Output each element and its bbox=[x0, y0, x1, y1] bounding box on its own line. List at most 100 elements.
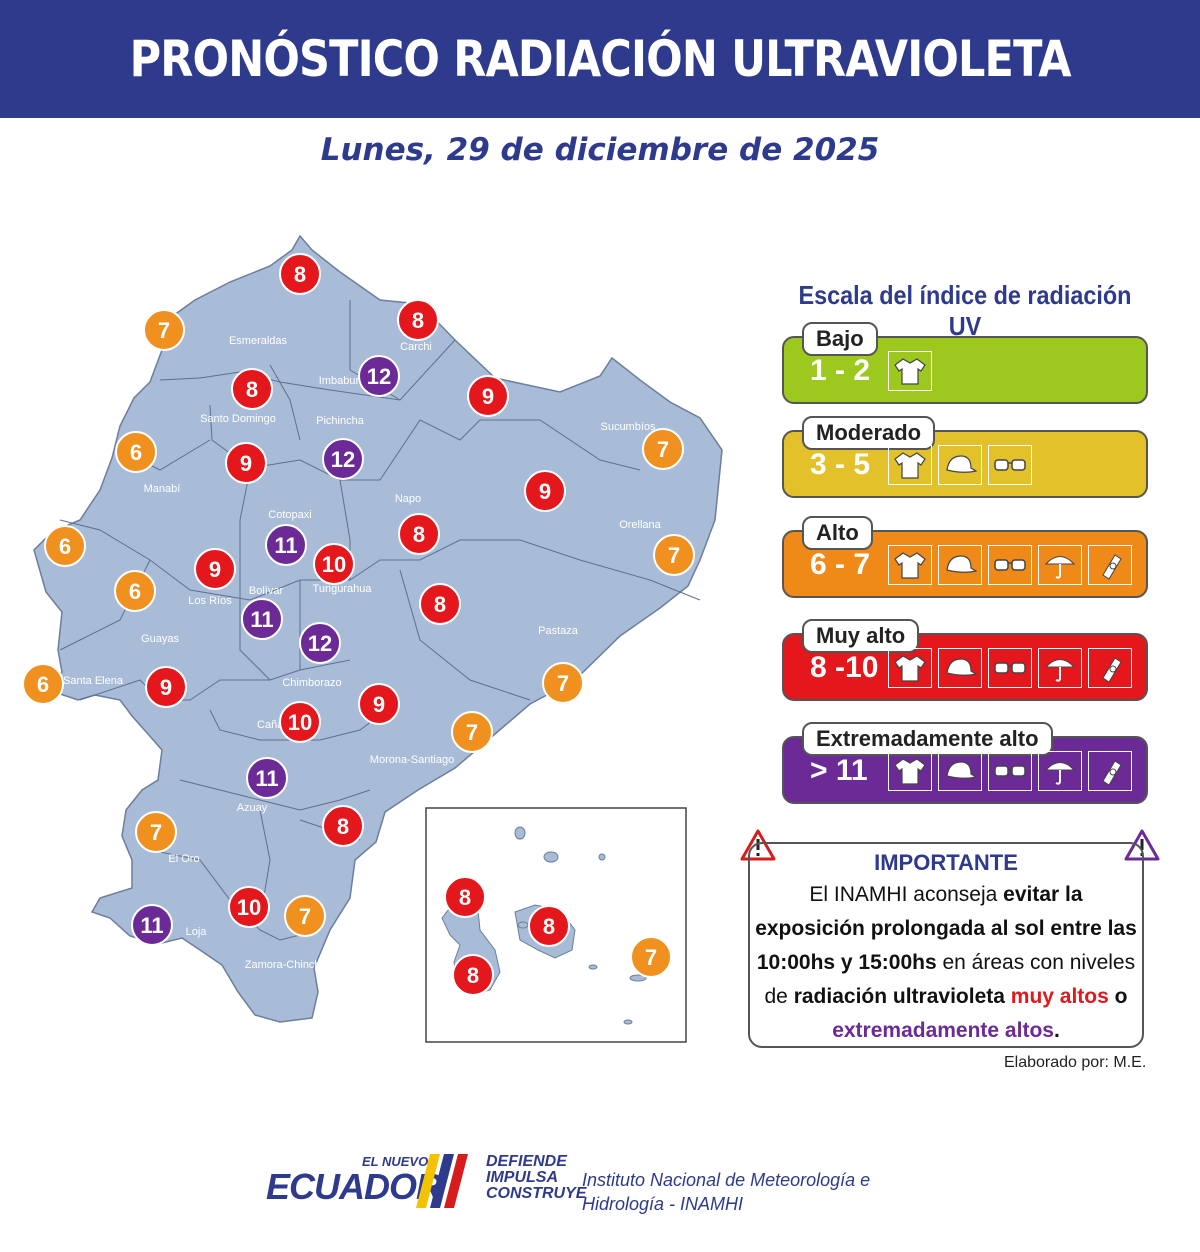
uv-marker-circle bbox=[322, 438, 364, 480]
uv-marker: 8 bbox=[452, 954, 494, 996]
uv-marker-circle bbox=[265, 524, 307, 566]
uv-marker-value: 7 bbox=[299, 904, 311, 929]
notice-title: IMPORTANTE bbox=[874, 850, 1018, 875]
uv-marker-circle bbox=[444, 876, 486, 918]
sunscreen-icon bbox=[1088, 751, 1132, 791]
uv-marker: 11 bbox=[131, 904, 173, 946]
uv-marker-circle bbox=[231, 368, 273, 410]
uv-band-icons bbox=[888, 648, 1132, 688]
label-santa-elena: Santa Elena bbox=[63, 675, 124, 687]
uv-marker: 12 bbox=[322, 438, 364, 480]
label-zamora-chinchipe: Zamora-Chinchipe bbox=[245, 959, 335, 971]
uv-band-alto: Alto 6 - 7 bbox=[782, 516, 1148, 598]
uv-marker-value: 11 bbox=[140, 913, 163, 938]
uv-marker: 9 bbox=[145, 666, 187, 708]
uv-marker-circle bbox=[145, 666, 187, 708]
title-bar: PRONÓSTICO RADIACIÓN ULTRAVIOLETA bbox=[0, 0, 1200, 118]
uv-marker: 6 bbox=[114, 570, 156, 612]
uv-band-range: > 11 bbox=[810, 754, 868, 787]
uv-marker-value: 12 bbox=[331, 447, 355, 472]
uv-band-range: 6 - 7 bbox=[810, 548, 871, 581]
uv-marker: 8 bbox=[528, 905, 570, 947]
uv-marker: 6 bbox=[22, 663, 64, 705]
uv-marker: 10 bbox=[313, 543, 355, 585]
uv-marker-circle bbox=[451, 711, 493, 753]
sunscreen-icon bbox=[1088, 545, 1132, 585]
uv-marker-circle bbox=[241, 598, 283, 640]
uv-band-name: Bajo bbox=[802, 322, 878, 356]
uv-marker-value: 8 bbox=[337, 814, 349, 839]
uv-marker-value: 7 bbox=[466, 720, 478, 745]
uv-marker: 7 bbox=[653, 534, 695, 576]
notice-muy-altos: muy altos bbox=[1010, 985, 1109, 1008]
uv-band-icons bbox=[888, 445, 1032, 485]
uv-band-icons bbox=[888, 545, 1132, 585]
cap-icon bbox=[938, 648, 982, 688]
label-chimborazo: Chimborazo bbox=[282, 677, 341, 689]
uv-marker-circle bbox=[279, 253, 321, 295]
uv-marker-circle bbox=[630, 936, 672, 978]
uv-marker-value: 9 bbox=[539, 479, 551, 504]
uv-marker-value: 8 bbox=[543, 914, 555, 939]
uv-marker-value: 7 bbox=[668, 543, 680, 568]
uv-marker: 9 bbox=[358, 683, 400, 725]
label-pichincha: Pichincha bbox=[316, 415, 365, 427]
uv-marker-value: 6 bbox=[37, 672, 49, 697]
umbrella-icon bbox=[1038, 751, 1082, 791]
sunglasses-icon bbox=[988, 445, 1032, 485]
uv-marker-value: 9 bbox=[240, 451, 252, 476]
uv-marker-value: 12 bbox=[308, 631, 332, 656]
uv-marker-circle bbox=[642, 428, 684, 470]
label-cotopaxi: Cotopaxi bbox=[268, 509, 311, 521]
uv-marker-value: 8 bbox=[434, 592, 446, 617]
uv-marker: 9 bbox=[467, 375, 509, 417]
uv-band-name: Moderado bbox=[802, 416, 936, 450]
uv-marker: 7 bbox=[451, 711, 493, 753]
uv-marker-circle bbox=[22, 663, 64, 705]
umbrella-icon bbox=[1038, 545, 1082, 585]
uv-marker-value: 9 bbox=[482, 384, 494, 409]
uv-marker-circle bbox=[398, 513, 440, 555]
uv-marker-circle bbox=[653, 534, 695, 576]
cap-icon bbox=[938, 545, 982, 585]
uv-marker-value: 7 bbox=[657, 437, 669, 462]
uv-band-muy-alto: Muy alto 8 -10 bbox=[782, 619, 1148, 701]
uv-marker-value: 9 bbox=[373, 692, 385, 717]
shirt-icon bbox=[888, 545, 932, 585]
label-imbabura: Imbabura bbox=[319, 375, 366, 387]
uv-band-name: Extremadamente alto bbox=[802, 722, 1053, 756]
uv-marker-value: 7 bbox=[158, 318, 170, 343]
page-title: PRONÓSTICO RADIACIÓN ULTRAVIOLETA bbox=[129, 30, 1071, 88]
label-orellana: Orellana bbox=[619, 519, 661, 531]
label-azuay: Azuay bbox=[237, 802, 268, 814]
uv-marker-circle bbox=[299, 622, 341, 664]
uv-marker-value: 11 bbox=[250, 607, 273, 632]
shirt-icon bbox=[888, 648, 932, 688]
uv-marker: 6 bbox=[115, 431, 157, 473]
uv-marker-circle bbox=[115, 431, 157, 473]
uv-marker: 8 bbox=[444, 876, 486, 918]
uv-band-moderado: Moderado 3 - 5 bbox=[782, 416, 1148, 498]
uv-marker-value: 6 bbox=[59, 534, 71, 559]
uv-marker-circle bbox=[467, 375, 509, 417]
uv-marker-value: 8 bbox=[294, 262, 306, 287]
uv-marker-value: 10 bbox=[237, 895, 261, 920]
uv-marker-circle bbox=[313, 543, 355, 585]
uv-marker-value: 8 bbox=[459, 885, 471, 910]
uv-band-range: 8 -10 bbox=[810, 651, 879, 684]
sunscreen-icon bbox=[1088, 648, 1132, 688]
notice-body: El INAMHI aconseja evitar la exposición … bbox=[750, 878, 1142, 1048]
uv-marker-circle bbox=[528, 905, 570, 947]
important-notice: IMPORTANTE El INAMHI aconseja evitar la … bbox=[748, 842, 1144, 1048]
uv-marker: 8 bbox=[398, 513, 440, 555]
label-napo: Napo bbox=[395, 493, 421, 505]
uv-marker: 7 bbox=[642, 428, 684, 470]
brand-main: ECUADOR bbox=[266, 1166, 442, 1207]
notice-emphasis: 10:00hs y 15:00hs bbox=[756, 951, 937, 974]
cap-icon bbox=[938, 445, 982, 485]
label-guayas: Guayas bbox=[141, 633, 179, 645]
uv-marker: 12 bbox=[299, 622, 341, 664]
slogan: DEFIENDE IMPULSA CONSTRUYE bbox=[486, 1154, 586, 1202]
uv-marker-value: 7 bbox=[150, 820, 162, 845]
uv-marker-value: 6 bbox=[130, 440, 142, 465]
